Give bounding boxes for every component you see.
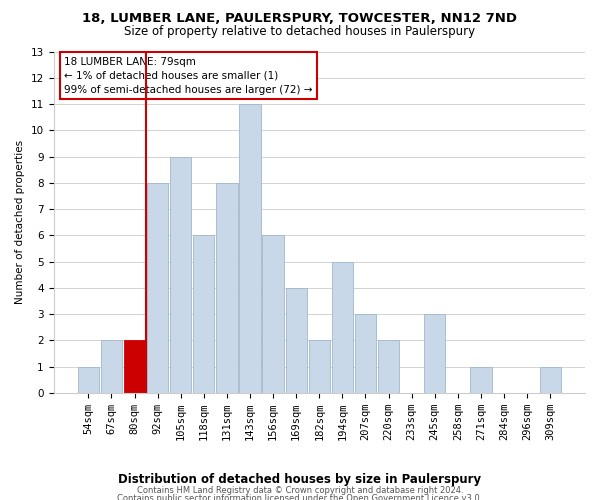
Bar <box>286 288 307 393</box>
Text: Contains public sector information licensed under the Open Government Licence v3: Contains public sector information licen… <box>118 494 482 500</box>
Y-axis label: Number of detached properties: Number of detached properties <box>15 140 25 304</box>
Bar <box>193 236 214 393</box>
Text: Contains HM Land Registry data © Crown copyright and database right 2024.: Contains HM Land Registry data © Crown c… <box>137 486 463 495</box>
Bar <box>355 314 376 393</box>
Bar <box>470 366 491 393</box>
Text: Size of property relative to detached houses in Paulerspury: Size of property relative to detached ho… <box>124 25 476 38</box>
Bar <box>147 183 168 393</box>
Bar <box>539 366 561 393</box>
Bar <box>378 340 399 393</box>
Bar <box>77 366 99 393</box>
Bar <box>262 236 284 393</box>
Bar <box>308 340 330 393</box>
Text: 18 LUMBER LANE: 79sqm
← 1% of detached houses are smaller (1)
99% of semi-detach: 18 LUMBER LANE: 79sqm ← 1% of detached h… <box>64 56 313 94</box>
Text: Distribution of detached houses by size in Paulerspury: Distribution of detached houses by size … <box>118 472 482 486</box>
Bar <box>101 340 122 393</box>
Bar <box>239 104 260 393</box>
Bar <box>424 314 445 393</box>
Bar <box>124 340 145 393</box>
Text: 18, LUMBER LANE, PAULERSPURY, TOWCESTER, NN12 7ND: 18, LUMBER LANE, PAULERSPURY, TOWCESTER,… <box>83 12 517 26</box>
Bar <box>170 156 191 393</box>
Bar <box>216 183 238 393</box>
Bar <box>332 262 353 393</box>
